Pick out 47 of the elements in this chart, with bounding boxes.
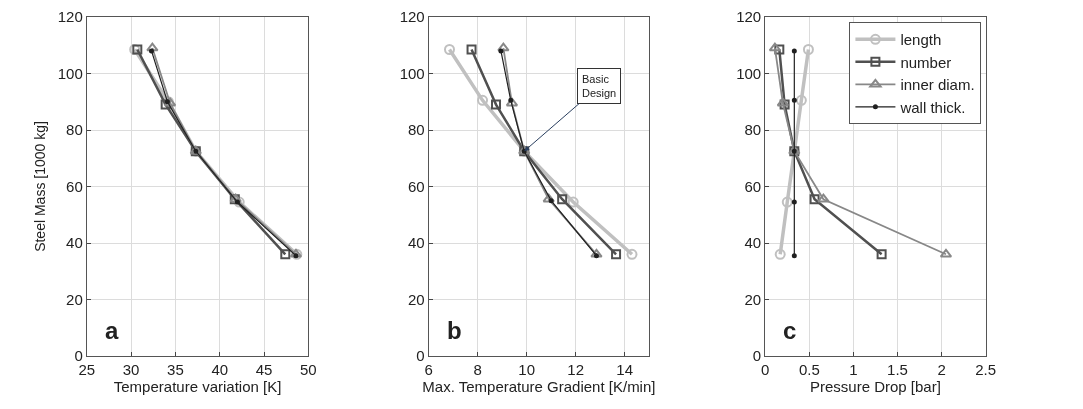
- y-tick-label: 80: [744, 121, 762, 139]
- legend-label: wall thick.: [899, 98, 966, 116]
- x-tick-label: 30: [122, 361, 140, 378]
- y-tick-label: 40: [744, 234, 762, 252]
- x-tick-label: 1.5: [887, 361, 908, 378]
- x-axis-title: Temperature variation [K]: [113, 378, 282, 395]
- y-tick-label: 120: [736, 8, 762, 26]
- y-tick-label: 80: [407, 121, 425, 139]
- y-tick-label: 100: [57, 64, 83, 82]
- y-tick-label: 0: [416, 347, 425, 365]
- annotation: Basic Design: [582, 73, 617, 100]
- legend-label: number: [900, 53, 952, 71]
- x-tick-label: 45: [255, 361, 273, 378]
- y-tick-label: 60: [407, 177, 425, 195]
- x-tick-label: 6: [424, 361, 433, 378]
- y-tick-label: 20: [744, 290, 762, 308]
- x-tick-label: 12: [567, 361, 584, 378]
- y-tick-label: 100: [736, 64, 762, 82]
- x-tick-label: 2: [937, 361, 946, 378]
- y-tick-label: 60: [744, 177, 762, 195]
- x-tick-label: 35: [167, 361, 184, 378]
- x-tick-label: 50: [299, 361, 317, 378]
- x-tick-label: 14: [616, 361, 633, 378]
- y-axis-title: Steel Mass [1000 kg]: [32, 121, 49, 252]
- annotation: a: [105, 317, 119, 344]
- y-tick-label: 120: [399, 8, 425, 26]
- y-tick-label: 0: [752, 347, 762, 365]
- y-tick-label: 20: [407, 290, 425, 308]
- x-tick-label: 1: [849, 361, 858, 378]
- y-tick-label: 120: [57, 8, 83, 26]
- y-tick-label: 60: [66, 177, 83, 195]
- y-tick-label: 40: [66, 234, 83, 252]
- legend-label: inner diam.: [900, 76, 975, 94]
- x-axis-title: Pressure Drop [bar]: [810, 378, 941, 395]
- x-tick-label: 40: [211, 361, 229, 378]
- legend-label: length: [900, 31, 942, 49]
- x-axis-title: Max. Temperature Gradient [K/min]: [422, 378, 656, 395]
- y-tick-label: 20: [66, 290, 83, 308]
- y-tick-label: 100: [399, 64, 425, 82]
- x-tick-label: 10: [518, 361, 535, 378]
- x-tick-label: 0.5: [798, 361, 820, 378]
- y-tick-label: 40: [407, 234, 425, 252]
- x-tick-label: 2.5: [975, 361, 997, 378]
- annotation: b: [447, 317, 462, 344]
- x-tick-label: 8: [473, 361, 482, 378]
- annotation: c: [783, 317, 797, 344]
- y-tick-label: 80: [66, 121, 83, 139]
